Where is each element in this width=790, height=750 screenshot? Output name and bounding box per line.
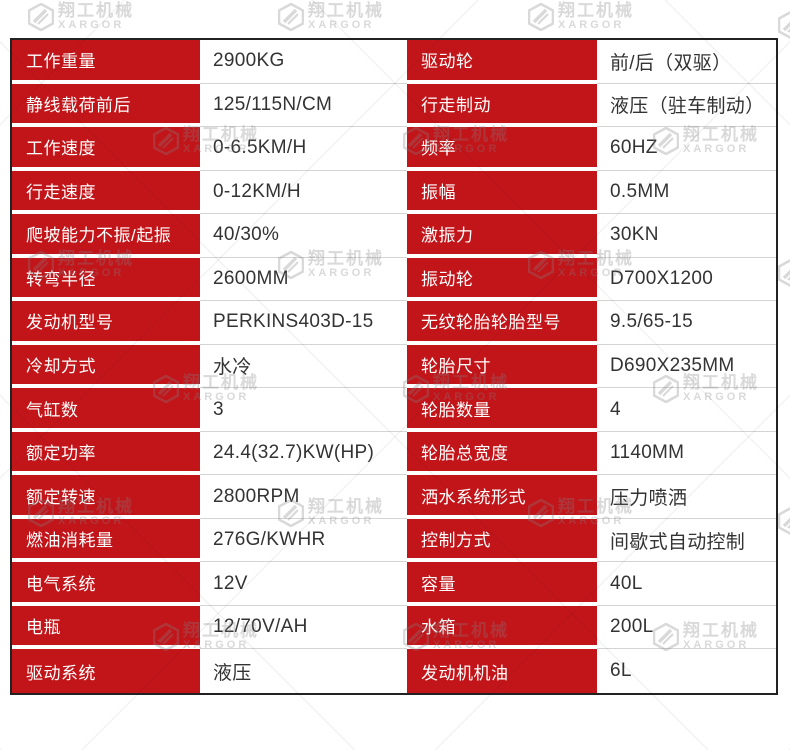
spec-value-right: 1140MM bbox=[597, 432, 776, 476]
xargor-watermark: 翔工机械 XARGOR bbox=[278, 2, 384, 31]
spec-value-right: D700X1200 bbox=[597, 258, 776, 302]
spec-value-left: 0-6.5KM/H bbox=[200, 127, 407, 171]
xargor-watermark: 翔工机械 XARGOR bbox=[778, 2, 790, 48]
watermark-brand-cn: 翔工机械 bbox=[58, 1, 134, 20]
xargor-logo-icon bbox=[778, 259, 790, 287]
spec-label-left: 驱动系统 bbox=[12, 649, 200, 693]
spec-label-left: 发动机型号 bbox=[12, 301, 200, 345]
spec-value-left: 液压 bbox=[213, 662, 252, 684]
spec-label-left: 工作速度 bbox=[12, 127, 200, 171]
spec-label-right: 轮胎数量 bbox=[407, 388, 597, 432]
spec-label-right: 行走制动 bbox=[407, 83, 597, 128]
spec-label-left: 转弯半径 bbox=[12, 257, 200, 302]
spec-label-right: 轮胎总宽度 bbox=[407, 431, 597, 476]
spec-label-right: 无纹轮胎轮胎型号 bbox=[407, 301, 597, 345]
spec-value-left: 2600MM bbox=[200, 258, 407, 302]
spec-value-right: 200L bbox=[597, 606, 776, 650]
spec-value-right: 压力喷洒 bbox=[597, 475, 776, 519]
spec-label-right: 发动机机油 bbox=[407, 649, 597, 693]
watermark-brand-en: XARGOR bbox=[308, 19, 375, 31]
spec-value-left: 40/30% bbox=[200, 214, 407, 258]
watermark-brand-cn: 翔工机械 bbox=[308, 1, 384, 20]
spec-label-left: 静线载荷前后 bbox=[12, 83, 200, 128]
watermark-brand-cn: 翔工机械 bbox=[558, 1, 634, 20]
spec-label-left: 爬坡能力不振/起振 bbox=[12, 214, 200, 258]
spec-value-left: 3 bbox=[200, 388, 407, 432]
spec-value-right: 液压（驻车制动） bbox=[597, 84, 776, 128]
spec-value-left: 276G/KWHR bbox=[200, 519, 407, 563]
spec-value-right: 40L bbox=[597, 562, 776, 606]
spec-value-right: 前/后（双驱） bbox=[597, 40, 776, 84]
spec-label-right: 轮胎尺寸 bbox=[407, 344, 597, 389]
spec-value-right: 30KN bbox=[597, 214, 776, 258]
xargor-logo-icon bbox=[528, 2, 554, 31]
spec-label-right: 频率 bbox=[407, 127, 597, 171]
spec-value-left: 2800RPM bbox=[200, 475, 407, 519]
spec-label-left: 行走速度 bbox=[12, 170, 200, 215]
spec-label-right: 振幅 bbox=[407, 170, 597, 215]
spec-value-left: 12V bbox=[200, 562, 407, 606]
spec-label-right: 洒水系统形式 bbox=[407, 475, 597, 519]
watermark-brand-en: XARGOR bbox=[58, 19, 125, 31]
xargor-logo-icon bbox=[778, 507, 790, 535]
watermark-brand-en: XARGOR bbox=[558, 19, 625, 31]
xargor-logo-icon bbox=[778, 11, 790, 39]
spec-value-left: 2900KG bbox=[200, 40, 407, 84]
spec-label-left: 冷却方式 bbox=[12, 344, 200, 389]
spec-value-left: 125/115N/CM bbox=[200, 84, 407, 128]
spec-value-left: PERKINS403D-15 bbox=[200, 301, 407, 345]
spec-value-right: 间歇式自动控制 bbox=[597, 519, 776, 563]
spec-value-right: D690X235MM bbox=[597, 345, 776, 389]
spec-value-left: 0-12KM/H bbox=[200, 171, 407, 215]
spec-value-left: 24.4(32.7)KW(HP) bbox=[200, 432, 407, 476]
spec-value-right: 4 bbox=[597, 388, 776, 432]
spec-label-left: 工作重量 bbox=[12, 40, 200, 84]
spec-label-left: 燃油消耗量 bbox=[12, 518, 200, 563]
spec-label-right: 控制方式 bbox=[407, 518, 597, 563]
spec-label-right: 水箱 bbox=[407, 605, 597, 650]
spec-label-right: 容量 bbox=[407, 562, 597, 606]
spec-value-right: 6L bbox=[610, 660, 632, 682]
spec-label-left: 气缸数 bbox=[12, 388, 200, 432]
spec-label-left: 额定转速 bbox=[12, 475, 200, 519]
xargor-watermark: 翔工机械 XARGOR bbox=[778, 250, 790, 296]
spec-label-left: 额定功率 bbox=[12, 431, 200, 476]
spec-label-left: 电瓶 bbox=[12, 605, 200, 650]
spec-label-right: 驱动轮 bbox=[407, 40, 597, 84]
xargor-logo-icon bbox=[28, 2, 54, 31]
xargor-watermark: 翔工机械 XARGOR bbox=[778, 498, 790, 544]
xargor-logo-icon bbox=[278, 2, 304, 31]
spec-value-left: 水冷 bbox=[200, 345, 407, 389]
xargor-watermark: 翔工机械 XARGOR bbox=[28, 2, 134, 31]
spec-label-right: 振动轮 bbox=[407, 257, 597, 302]
spec-value-right: 0.5MM bbox=[597, 171, 776, 215]
spec-table: 工作重量 2900KG 驱动轮 前/后（双驱） 静线载荷前后 125/115N/CM 行走制… bbox=[10, 38, 778, 695]
spec-value-right: 60HZ bbox=[597, 127, 776, 171]
xargor-watermark: 翔工机械 XARGOR bbox=[528, 2, 634, 31]
spec-label-left: 电气系统 bbox=[12, 562, 200, 606]
spec-value-left: 12/70V/AH bbox=[200, 606, 407, 650]
spec-label-right: 激振力 bbox=[407, 214, 597, 258]
spec-value-right: 9.5/65-15 bbox=[597, 301, 776, 345]
